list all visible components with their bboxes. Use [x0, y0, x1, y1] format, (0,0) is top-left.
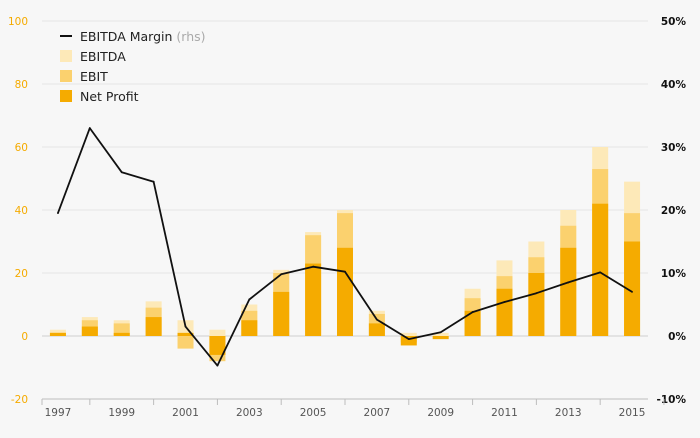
legend-item-net-profit: Net Profit [60, 86, 206, 106]
x-tick-label: 2015 [619, 407, 646, 419]
point-ebitda-margin [248, 298, 251, 301]
bar-net-profit [368, 323, 385, 336]
legend-swatch-ebit [60, 70, 72, 82]
legend-label-net-profit: Net Profit [80, 88, 139, 104]
legend-item-ebit: EBIT [60, 66, 206, 86]
y-right-tick-label: 50% [661, 16, 687, 28]
point-ebitda-margin [503, 301, 506, 303]
y-left-tick-label: -20 [11, 394, 28, 406]
point-ebitda-margin [344, 270, 346, 273]
bar-net-profit [273, 291, 290, 336]
x-tick-label: 2007 [364, 407, 391, 419]
point-ebitda-margin [120, 171, 123, 174]
x-tick-label: 1997 [45, 407, 72, 419]
point-ebitda-margin [216, 364, 219, 367]
bar-net-profit [496, 288, 513, 336]
point-ebitda-margin [407, 338, 410, 341]
bar-net-profit [145, 317, 162, 336]
bar-net-profit [81, 326, 98, 336]
legend-label-ebit: EBIT [80, 68, 108, 84]
legend-item-ebitda: EBITDA [60, 46, 206, 66]
bar-net-profit [241, 320, 258, 336]
x-tick-label: 1999 [108, 407, 135, 419]
x-tick-label: 2003 [236, 407, 263, 419]
y-left-tick-label: 20 [15, 268, 28, 280]
point-ebitda-margin [280, 273, 283, 276]
bar-ebit [177, 336, 194, 349]
y-left-tick-label: 60 [15, 142, 28, 154]
y-right-tick-label: 10% [661, 268, 687, 280]
x-tick-label: 2005 [300, 407, 327, 419]
point-ebitda-margin [375, 318, 378, 321]
point-ebitda-margin [184, 325, 187, 328]
point-ebitda-margin [439, 331, 442, 334]
y-left-tick-label: 100 [8, 16, 28, 28]
legend-item-ebitda-margin: EBITDA Margin (rhs) [60, 26, 206, 46]
legend-label-ebitda: EBITDA [80, 48, 126, 64]
y-right-tick-label: 20% [661, 205, 687, 217]
x-tick-label: 2009 [427, 407, 454, 419]
bar-net-profit [592, 203, 609, 336]
bar-net-profit [209, 336, 226, 355]
y-right-tick-label: 40% [661, 79, 687, 91]
x-tick-label: 2011 [491, 407, 518, 419]
point-ebitda-margin [57, 212, 59, 215]
bar-net-profit [177, 332, 194, 336]
point-ebitda-margin [152, 180, 155, 183]
y-right-tick-label: -10% [657, 394, 687, 406]
bar-net-profit [400, 336, 417, 346]
legend-swatch-net-profit [60, 90, 72, 102]
bar-net-profit [337, 247, 353, 336]
bar-ebitda [400, 332, 417, 336]
legend-line-swatch [60, 35, 72, 37]
bar-net-profit [432, 336, 449, 340]
point-ebitda-margin [599, 271, 602, 274]
bar-net-profit [624, 241, 641, 336]
bar-net-profit [464, 310, 481, 336]
y-right-tick-label: 0% [668, 331, 686, 343]
point-ebitda-margin [88, 127, 91, 129]
bar-net-profit [528, 273, 545, 336]
y-left-tick-label: 0 [21, 331, 28, 343]
bar-net-profit [49, 332, 66, 336]
y-left-tick-label: 80 [15, 79, 28, 91]
bar-ebitda [432, 332, 449, 336]
point-ebitda-margin [567, 281, 570, 284]
bar-ebitda [209, 329, 226, 336]
legend-rhs-note: (rhs) [176, 28, 206, 44]
bar-net-profit [113, 332, 130, 336]
point-ebitda-margin [471, 311, 474, 313]
x-tick-label: 2013 [555, 407, 582, 419]
x-tick-label: 2001 [172, 407, 199, 419]
point-ebitda-margin [631, 291, 633, 293]
bar-net-profit [560, 247, 577, 336]
legend-swatch-ebitda [60, 50, 72, 62]
point-ebitda-margin [535, 292, 538, 295]
legend-label-ebitda-margin: EBITDA Margin [80, 28, 173, 44]
point-ebitda-margin [312, 265, 315, 268]
legend: EBITDA Margin (rhs) EBITDA EBIT Net Prof… [60, 26, 206, 106]
y-left-tick-label: 40 [15, 205, 28, 217]
y-right-tick-label: 30% [661, 142, 687, 154]
bar-net-profit [305, 263, 322, 336]
